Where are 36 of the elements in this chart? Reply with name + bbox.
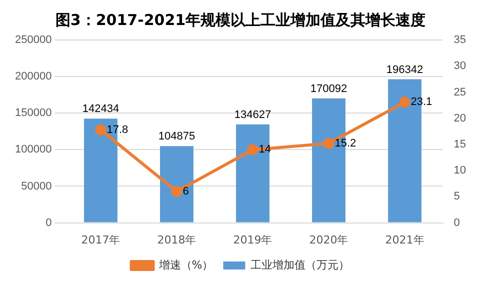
point [171,186,182,197]
data-label: 142434 [82,103,120,116]
data-label: 23.1 [410,96,432,108]
point [95,124,106,136]
x-tick-label: 2019年 [233,233,272,246]
point [323,138,334,149]
x-tick-label: 2020年 [309,233,348,246]
y2-tick-label: 25 [454,86,466,98]
legend-label: 增速（%） [158,258,214,272]
data-label: 196342 [386,64,424,76]
data-label: 170092 [310,82,348,95]
y2-tick-label: 0 [454,216,460,229]
bar [236,124,270,222]
y-tick-label: 100000 [14,144,52,156]
y2-tick-label: 35 [454,34,466,46]
y-tick-label: 250000 [14,34,52,46]
y2-tick-label: 5 [454,190,460,203]
x-tick-label: 2017年 [81,233,120,246]
x-tick-label: 2018年 [157,233,196,246]
y-tick-label: 150000 [14,107,52,120]
data-label: 6 [182,185,189,198]
y2-tick-label: 15 [454,138,466,150]
y-tick-label: 0 [46,216,52,229]
y2-tick-label: 10 [454,164,466,177]
y-tick-label: 50000 [21,180,52,192]
bar [160,146,194,222]
legend-label: 工业增加值（万元） [250,258,350,272]
point [399,96,410,108]
y2-tick-label: 20 [454,112,466,124]
data-label: 104875 [158,130,196,143]
y-tick-label: 200000 [14,70,52,83]
y2-tick-label: 30 [454,60,466,72]
data-label: 134627 [234,108,272,121]
point [247,144,258,156]
x-tick-label: 2021年 [385,233,424,246]
chart-title: 图3：2017-2021年规模以上工业增加值及其增长速度 [55,10,426,29]
